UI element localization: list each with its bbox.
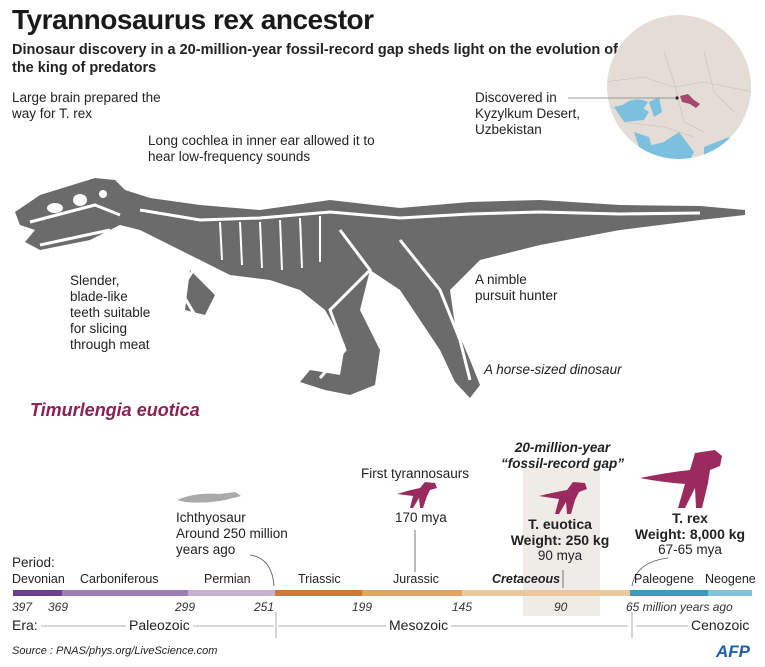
t-rex-info: T. rex Weight: 8,000 kg 67-65 mya [625,510,755,558]
period-triassic: Triassic [298,572,341,586]
period-carboniferous: Carboniferous [80,572,159,586]
discovery-line: Kyzylkum Desert, [475,106,581,121]
gap-label: 20-million-year “fossil-record gap” [490,440,635,472]
era-lines [40,612,700,638]
uzbekistan-highlight [680,94,700,108]
era-label: Era: [9,617,41,633]
leader-line [568,97,676,99]
tyrannosaur-icon [397,482,437,508]
tick-label: 90 [554,600,568,614]
hunter-annotation: A nimble pursuit hunter [475,272,558,304]
period-segment-cretaceous [462,590,630,596]
tick-label: 251 [254,600,275,614]
tick-label: 397 [12,600,33,614]
t-rex-icon [640,450,722,508]
teeth-annotation: Slender, blade-like teeth suitable for s… [70,273,150,353]
teeth-line: teeth suitable [70,305,151,320]
teeth-line: Slender, [70,273,120,288]
tick-label: 369 [48,600,69,614]
subtitle: Dinosaur discovery in a 20-million-year … [12,42,618,76]
tick-label: 65 million years ago [626,600,733,614]
teeth-line: blade-like [70,289,128,304]
discovery-line: Uzbekistan [475,122,542,137]
size-annotation: A horse-sized dinosaur [484,362,622,377]
period-cretaceous: Cretaceous [492,572,561,586]
discovery-label: Discovered in Kyzylkum Desert, Uzbekista… [475,90,580,138]
period-devonian: Devonian [12,572,65,586]
era-paleozoic: Paleozoic [126,617,193,633]
afp-logo: AFP [716,642,750,661]
tick-label: 299 [175,600,196,614]
tick-label: 199 [352,600,373,614]
gap-line: 20-million-year [514,440,611,455]
ichthyosaur-line: years ago [176,542,236,557]
period-neogene: Neogene [705,572,756,586]
t-euotica-icon [539,482,587,514]
t-rex-date: 67-65 mya [658,542,722,557]
period-permian: Permian [204,572,251,586]
species-name: Timurlengia euotica [30,400,200,420]
t-rex-name: T. rex [672,510,708,526]
teeth-line: for slicing [70,321,128,336]
skeleton-illustration [15,178,745,398]
ichthyosaur-icon [177,492,241,503]
t-euotica-name: T. euotica [528,516,592,532]
cochlea-annotation: Long cochlea in inner ear allowed it to … [148,133,375,164]
period-label: Period: [12,555,55,570]
first-tyrannosaurs-label: First tyrannosaurs [361,466,470,481]
ichthyosaur-line: Around 250 million [176,526,288,541]
tick-label: 145 [452,600,473,614]
t-euotica-weight: Weight: 250 kg [510,532,610,548]
t-euotica-info: T. euotica Weight: 250 kg 90 mya [495,516,625,564]
hunter-line: pursuit hunter [475,288,558,303]
ichthyosaur-label: Ichthyosaur Around 250 million years ago [176,510,288,558]
page-title: Tyrannosaurus rex ancestor [12,4,374,35]
era-cenozoic: Cenozoic [688,617,753,633]
t-rex-weight: Weight: 8,000 kg [634,526,746,542]
period-segment-jurassic [362,590,462,596]
gap-line: “fossil-record gap” [500,456,625,471]
t-euotica-date: 90 mya [537,548,583,563]
first-tyrannosaurs-date: 170 mya [395,510,447,525]
period-segment-devonian [13,590,62,596]
period-segment-permian [188,590,275,596]
brain-annotation: Large brain prepared the way for T. rex [12,90,161,121]
teeth-line: through meat [70,337,150,352]
timeline-arrows [249,530,669,588]
hunter-line: A nimble [475,272,527,287]
ichthyosaur-line: Ichthyosaur [176,510,246,525]
era-mesozoic: Mesozoic [386,617,452,633]
period-jurassic: Jurassic [393,572,439,586]
period-segment-triassic [275,590,362,596]
location-map [607,15,751,159]
source-note: Source : PNAS/phys.org/LiveScience.com [12,645,218,657]
period-paleogene: Paleogene [634,572,694,586]
period-segment-neogene [708,590,752,596]
period-segment-paleogene [630,590,708,596]
discovery-line: Discovered in [475,90,557,105]
period-segment-carboniferous [62,590,188,596]
